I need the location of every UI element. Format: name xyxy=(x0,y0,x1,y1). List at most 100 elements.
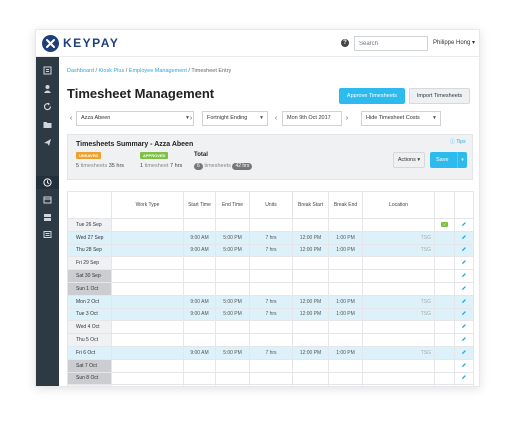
clock-icon[interactable] xyxy=(43,178,52,187)
table-row[interactable]: Wed 4 Oct xyxy=(67,320,474,335)
units-cell[interactable] xyxy=(249,281,293,296)
edit-pencil-icon[interactable] xyxy=(454,371,474,386)
start-time-cell[interactable] xyxy=(183,333,216,347)
edit-pencil-icon[interactable] xyxy=(454,333,474,347)
period-select[interactable]: Fortnight Ending ▼ xyxy=(202,111,268,126)
work-type-cell[interactable] xyxy=(111,256,184,271)
work-type-cell[interactable] xyxy=(111,230,184,245)
tips-link[interactable]: ⓘ Tips xyxy=(450,139,466,145)
date-field[interactable]: Mon 9th Oct 2017 xyxy=(282,111,342,126)
work-type-cell[interactable] xyxy=(111,320,184,335)
break-start-cell[interactable] xyxy=(292,320,329,335)
location-cell[interactable] xyxy=(362,371,435,386)
break-end-cell[interactable]: 1:00 PM xyxy=(328,345,363,360)
approve-timesheets-button[interactable]: Approve Timesheets xyxy=(339,88,405,104)
units-cell[interactable] xyxy=(249,269,293,283)
start-time-cell[interactable]: 9:00 AM xyxy=(183,307,216,322)
units-cell[interactable] xyxy=(249,218,293,232)
edit-pencil-icon[interactable] xyxy=(454,345,474,360)
start-time-cell[interactable]: 9:00 AM xyxy=(183,294,216,309)
list-icon[interactable] xyxy=(43,66,52,75)
location-cell[interactable] xyxy=(362,281,435,296)
breadcrumb-kiosk-plus[interactable]: Kiosk Plus xyxy=(98,68,125,74)
break-start-cell[interactable]: 12:00 PM xyxy=(292,294,329,309)
start-time-cell[interactable] xyxy=(183,256,216,271)
work-type-cell[interactable] xyxy=(111,218,184,232)
break-end-cell[interactable]: 1:00 PM xyxy=(328,307,363,322)
break-end-cell[interactable] xyxy=(328,256,363,271)
table-row[interactable]: Thu 28 Sep 9:00 AM 5:00 PM 7 hrs 12:00 PM 1:0… xyxy=(67,243,474,258)
start-time-cell[interactable]: 9:00 AM xyxy=(183,230,216,245)
plane-icon[interactable] xyxy=(43,138,52,147)
break-start-cell[interactable] xyxy=(292,218,329,232)
break-start-cell[interactable] xyxy=(292,371,329,386)
break-end-cell[interactable] xyxy=(328,269,363,283)
end-time-cell[interactable]: 5:00 PM xyxy=(215,230,250,245)
start-time-cell[interactable] xyxy=(183,269,216,283)
breadcrumb-employee-management[interactable]: Employee Management xyxy=(128,68,187,74)
end-time-cell[interactable]: 5:00 PM xyxy=(215,345,250,360)
edit-pencil-icon[interactable] xyxy=(454,256,474,271)
break-end-cell[interactable] xyxy=(328,371,363,386)
employee-select[interactable]: Azza Abeen ▼ xyxy=(76,111,194,126)
table-row[interactable]: Thu 5 Oct xyxy=(67,333,474,347)
end-time-cell[interactable] xyxy=(215,269,250,283)
table-row[interactable]: Mon 9 Oct xyxy=(67,384,474,386)
calendar-icon[interactable] xyxy=(43,195,52,204)
work-type-cell[interactable] xyxy=(111,333,184,347)
location-cell[interactable]: TSG xyxy=(362,345,435,360)
start-time-cell[interactable] xyxy=(183,384,216,386)
work-type-cell[interactable] xyxy=(111,281,184,296)
table-row[interactable]: Tue 3 Oct 9:00 AM 5:00 PM 7 hrs 12:00 PM 1:00… xyxy=(67,307,474,322)
table-row[interactable]: Sun 8 Oct xyxy=(67,371,474,386)
break-start-cell[interactable]: 12:00 PM xyxy=(292,307,329,322)
user-icon[interactable] xyxy=(43,84,52,93)
break-end-cell[interactable]: 1:00 PM xyxy=(328,230,363,245)
end-time-cell[interactable] xyxy=(215,358,250,373)
start-time-cell[interactable] xyxy=(183,281,216,296)
work-type-cell[interactable] xyxy=(111,307,184,322)
table-row[interactable]: Sat 30 Sep xyxy=(67,269,474,283)
edit-pencil-icon[interactable] xyxy=(454,294,474,309)
location-cell[interactable]: TSG xyxy=(362,243,435,258)
edit-pencil-icon[interactable] xyxy=(454,269,474,283)
end-time-cell[interactable]: 5:00 PM xyxy=(215,294,250,309)
search-input[interactable] xyxy=(354,36,428,51)
edit-pencil-icon[interactable] xyxy=(454,243,474,258)
units-cell[interactable] xyxy=(249,384,293,386)
prev-date-chevron-icon[interactable]: ‹ xyxy=(274,115,278,122)
break-start-cell[interactable] xyxy=(292,333,329,347)
location-cell[interactable] xyxy=(362,384,435,386)
location-cell[interactable] xyxy=(362,333,435,347)
units-cell[interactable]: 7 hrs xyxy=(249,307,293,322)
break-end-cell[interactable] xyxy=(328,384,363,386)
break-end-cell[interactable] xyxy=(328,320,363,335)
location-cell[interactable] xyxy=(362,320,435,335)
start-time-cell[interactable]: 9:00 AM xyxy=(183,243,216,258)
location-cell[interactable]: TSG xyxy=(362,230,435,245)
work-type-cell[interactable] xyxy=(111,358,184,373)
actions-button[interactable]: Actions ▾ xyxy=(393,152,425,168)
breadcrumb-dashboard[interactable]: Dashboard xyxy=(67,68,94,74)
folder-icon[interactable] xyxy=(43,120,52,129)
table-row[interactable]: Sun 1 Oct xyxy=(67,281,474,296)
work-type-cell[interactable] xyxy=(111,243,184,258)
start-time-cell[interactable] xyxy=(183,218,216,232)
location-cell[interactable] xyxy=(362,269,435,283)
end-time-cell[interactable] xyxy=(215,320,250,335)
edit-pencil-icon[interactable] xyxy=(454,218,474,232)
start-time-cell[interactable] xyxy=(183,371,216,386)
table-row[interactable]: Wed 27 Sep 9:00 AM 5:00 PM 7 hrs 12:00 PM 1:0… xyxy=(67,230,474,245)
units-cell[interactable] xyxy=(249,371,293,386)
units-cell[interactable] xyxy=(249,320,293,335)
start-time-cell[interactable] xyxy=(183,358,216,373)
user-menu[interactable]: Philippe Hong ▾ xyxy=(433,40,476,46)
end-time-cell[interactable] xyxy=(215,371,250,386)
location-cell[interactable] xyxy=(362,358,435,373)
location-cell[interactable]: TSG xyxy=(362,294,435,309)
edit-pencil-icon[interactable] xyxy=(454,230,474,245)
location-cell[interactable]: TSG xyxy=(362,307,435,322)
table-row[interactable]: Fri 29 Sep xyxy=(67,256,474,271)
edit-pencil-icon[interactable] xyxy=(454,307,474,322)
work-type-cell[interactable] xyxy=(111,384,184,386)
